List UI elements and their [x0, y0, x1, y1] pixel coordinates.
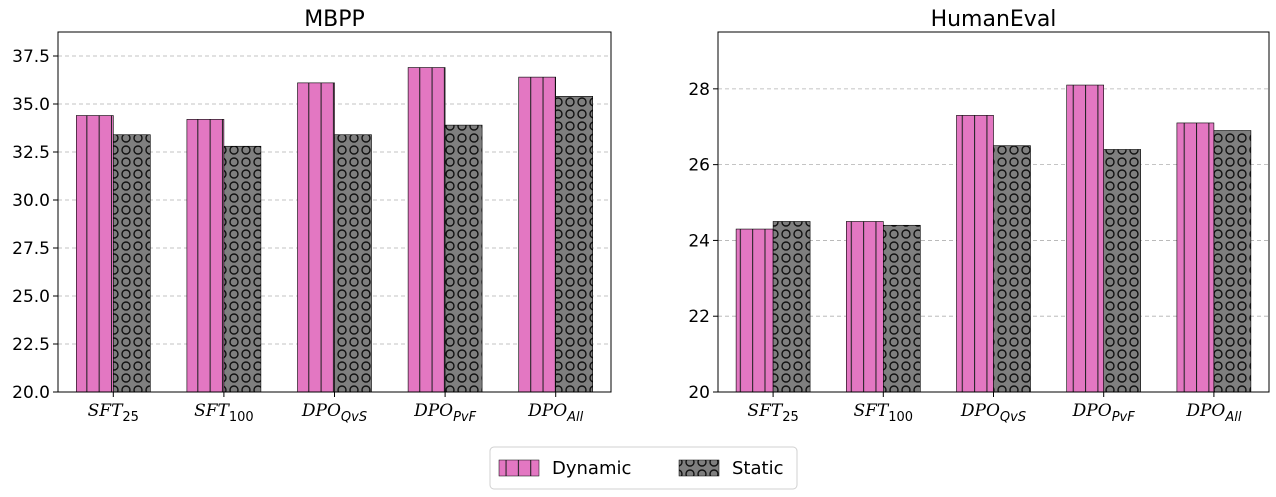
chart-panel-humaneval: 20 22 24 26 28 SFT25 SFT100 DPOQvS DPOPvF DPOAll H… — [688, 7, 1270, 425]
bar-dynamic-all — [518, 76, 557, 393]
y-tick-label: 26 — [688, 156, 710, 176]
chart-title: MBPP — [304, 7, 365, 32]
y-tick-label: 28 — [688, 80, 710, 100]
x-tick-label: SFT25 — [88, 401, 139, 425]
y-tick-label: 20 — [688, 383, 710, 403]
x-tick-label: DPOPvF — [1072, 401, 1136, 425]
bar-dynamic-100 — [186, 119, 225, 393]
bar-dynamic-pvf — [407, 67, 446, 393]
x-tick-label: SFT100 — [853, 401, 913, 425]
bar-dynamic-pvf — [1066, 84, 1104, 393]
x-tick-label: DPOAll — [527, 401, 584, 425]
y-tick-label: 24 — [688, 231, 710, 251]
bar-static-25 — [113, 134, 151, 393]
bar-static-25 — [772, 221, 811, 393]
bar-dynamic-all — [1176, 122, 1215, 393]
y-tick-label: 30.0 — [12, 191, 50, 211]
bar-dynamic-25 — [76, 115, 114, 393]
bar-static-100 — [223, 145, 262, 393]
legend-label-static: Static — [732, 458, 783, 479]
y-tick-label: 22.5 — [12, 335, 50, 355]
x-tick-label: SFT25 — [747, 401, 798, 425]
legend-label-dynamic: Dynamic — [552, 458, 631, 479]
y-tick-label: 37.5 — [12, 47, 50, 67]
legend-box — [489, 446, 798, 490]
plot-frame — [57, 31, 612, 393]
bar-dynamic-25 — [735, 228, 774, 393]
y-tick-label: 22 — [688, 307, 710, 327]
bar-dynamic-100 — [845, 221, 884, 393]
legend-swatch-static — [678, 459, 720, 477]
plot-frame — [717, 31, 1270, 393]
x-tick-label: DPOAll — [1185, 401, 1242, 425]
x-tick-label: DPOPvF — [413, 401, 477, 425]
y-tick-label: 32.5 — [12, 143, 50, 163]
y-tick-label: 35.0 — [12, 95, 50, 115]
bar-static-all — [555, 96, 594, 393]
bar-static-pvf — [1103, 149, 1141, 393]
bar-static-qvs — [334, 134, 372, 393]
x-tick-label: DPOQvS — [960, 401, 1026, 425]
x-tick-label: DPOQvS — [301, 401, 367, 425]
legend-swatch-dynamic — [498, 459, 540, 477]
chart-panel-mbpp: 20.0 22.5 25.0 27.5 30.0 32.5 35.0 37.5 SFT25 SFT… — [12, 7, 612, 425]
bar-static-all — [1213, 130, 1252, 393]
bar-static-100 — [882, 224, 921, 393]
chart-title: HumanEval — [931, 7, 1057, 32]
y-tick-label: 27.5 — [12, 239, 50, 259]
bar-static-pvf — [444, 124, 483, 393]
bar-dynamic-qvs — [956, 115, 994, 393]
y-tick-label: 20.0 — [12, 383, 50, 403]
legend: Dynamic Static — [489, 446, 798, 490]
bar-dynamic-qvs — [297, 82, 335, 393]
y-tick-label: 25.0 — [12, 287, 50, 307]
bar-static-qvs — [993, 145, 1031, 393]
x-tick-label: SFT100 — [194, 401, 254, 425]
